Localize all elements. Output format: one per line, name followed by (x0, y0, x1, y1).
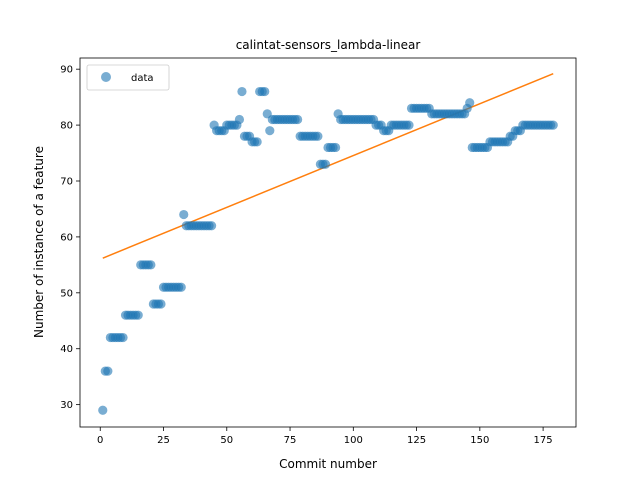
data-point (103, 366, 113, 376)
data-point (252, 137, 262, 147)
y-tick-label: 90 (60, 65, 73, 76)
data-point (98, 405, 108, 415)
x-tick-label: 25 (157, 435, 170, 446)
x-tick-label: 175 (534, 435, 553, 446)
data-point (179, 209, 189, 220)
data-point (118, 332, 128, 343)
legend-marker-data (101, 72, 111, 82)
y-tick-label: 50 (60, 288, 73, 299)
x-tick-label: 100 (344, 435, 363, 446)
plot-background (80, 58, 576, 427)
data-point (330, 142, 341, 153)
y-tick-label: 80 (60, 121, 73, 132)
data-point (146, 260, 156, 270)
data-point (293, 114, 303, 125)
y-tick-label: 30 (60, 400, 73, 411)
data-point (313, 131, 323, 141)
data-point (176, 282, 186, 292)
x-axis-ticks: 0 25 50 75 100 125 150 175 (97, 427, 553, 446)
legend: data (86, 64, 170, 91)
legend-label-data: data (131, 73, 154, 84)
x-tick-label: 0 (97, 435, 103, 446)
y-tick-label: 70 (60, 177, 73, 188)
data-points-layer (98, 86, 558, 415)
data-point (548, 120, 558, 130)
x-tick-label: 50 (220, 435, 233, 446)
x-tick-label: 75 (284, 435, 297, 446)
data-point (206, 221, 217, 231)
data-point (133, 310, 143, 320)
data-point (156, 299, 166, 309)
data-point (234, 114, 245, 125)
y-tick-label: 40 (60, 344, 73, 355)
x-axis-label: Commit number (279, 457, 377, 471)
data-point (265, 126, 275, 136)
y-axis-ticks: 30 40 50 60 70 80 90 (60, 65, 80, 411)
data-point (404, 120, 414, 130)
y-axis-label: Number of instance of a feature (32, 146, 46, 338)
data-point (320, 159, 331, 169)
data-point (465, 98, 475, 108)
y-tick-label: 60 (60, 232, 73, 243)
legend-box (86, 64, 170, 91)
data-point (237, 86, 247, 97)
chart-title: calintat-sensors_lambda-linear (236, 38, 421, 52)
plot-frame (79, 57, 577, 428)
x-tick-label: 150 (470, 435, 489, 446)
data-point (260, 86, 270, 97)
x-tick-label: 125 (407, 435, 426, 446)
